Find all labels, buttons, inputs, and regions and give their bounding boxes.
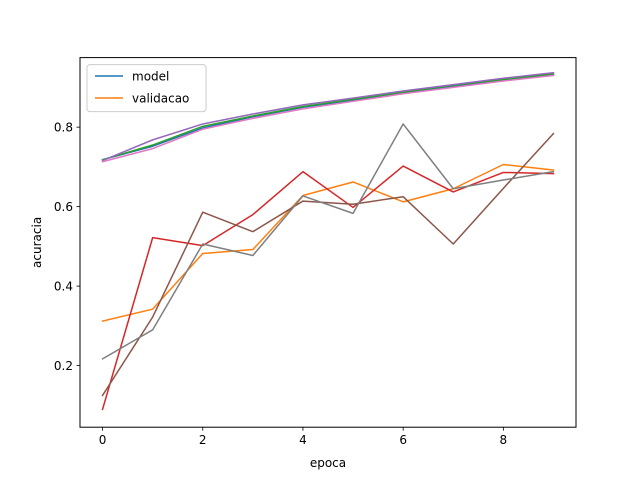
series-line-7 xyxy=(101,123,555,360)
series-line-6 xyxy=(101,74,555,163)
legend: model validacao xyxy=(86,64,207,113)
x-tick-label: 6 xyxy=(399,433,407,447)
y-tick-label: 0.4 xyxy=(54,279,73,293)
series-line-2 xyxy=(101,73,555,161)
series-line-4 xyxy=(101,71,555,162)
y-axis-ticks: 0.2 0.4 0.6 0.8 xyxy=(54,120,80,373)
y-tick-label: 0.6 xyxy=(54,200,73,214)
series-line-3 xyxy=(101,165,555,411)
x-tick-label: 2 xyxy=(199,433,207,447)
x-tick-label: 8 xyxy=(500,433,508,447)
series-line-1 xyxy=(101,163,555,322)
x-tick-label: 4 xyxy=(299,433,307,447)
x-axis-ticks: 0 2 4 6 8 xyxy=(99,427,507,447)
axes-frame xyxy=(79,57,577,428)
plot-lines xyxy=(101,71,555,411)
x-tick-label: 0 xyxy=(99,433,107,447)
legend-label-validacao: validacao xyxy=(132,92,189,106)
y-axis-label: acuracia xyxy=(30,217,44,268)
y-tick-label: 0.8 xyxy=(54,120,73,134)
series-line-5 xyxy=(101,132,555,397)
y-tick-label: 0.2 xyxy=(54,359,73,373)
legend-label-model: model xyxy=(132,70,169,84)
series-line-0 xyxy=(101,73,555,161)
x-axis-label: epoca xyxy=(310,456,346,470)
